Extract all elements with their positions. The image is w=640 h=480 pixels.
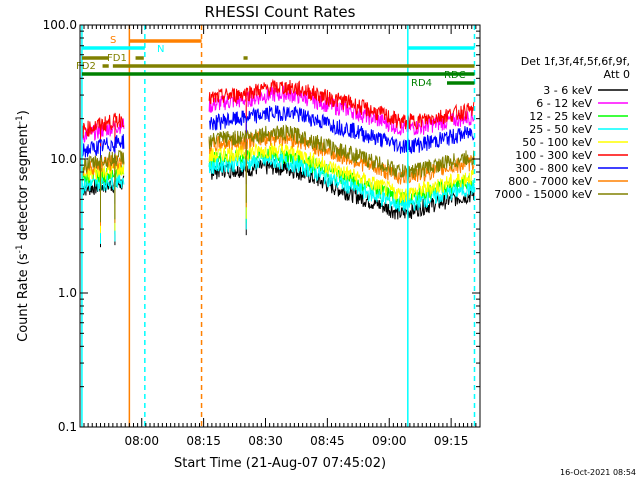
x-tick-label: 08:45 bbox=[310, 434, 345, 448]
x-axis: 08:00 08:15 08:30 08:45 09:00 09:15 bbox=[83, 25, 481, 448]
state-bar-label: RDC bbox=[444, 70, 466, 81]
plot-frame bbox=[79, 24, 481, 428]
legend-entry-label: 50 - 100 keV bbox=[522, 136, 592, 149]
series-trace bbox=[208, 142, 475, 204]
y-axis: 0.1 1.0 10.0 100.0 bbox=[43, 18, 480, 434]
series-trace bbox=[208, 152, 475, 213]
timestamp: 16-Oct-2021 08:54 bbox=[560, 468, 636, 477]
legend-title-1: Det 1f,3f,4f,5f,6f,9f, bbox=[521, 55, 630, 68]
series-trace bbox=[82, 172, 125, 196]
state-bar-label: N bbox=[157, 44, 164, 55]
legend-entry-label: 6 - 12 keV bbox=[536, 97, 592, 110]
legend-entry-label: 3 - 6 keV bbox=[543, 84, 592, 97]
state-bar-label: S bbox=[110, 35, 116, 46]
legend-entry-label: 12 - 25 keV bbox=[529, 110, 592, 123]
chart-title: RHESSI Count Rates bbox=[205, 3, 356, 21]
series-trace bbox=[208, 105, 475, 154]
x-tick-label: 09:00 bbox=[372, 434, 407, 448]
x-tick-label: 08:30 bbox=[248, 434, 283, 448]
legend-entry-label: 100 - 300 keV bbox=[515, 149, 592, 162]
series-trace bbox=[82, 161, 125, 181]
legend-entry-label: 800 - 7000 keV bbox=[508, 175, 592, 188]
legend-title-2: Att 0 bbox=[604, 68, 630, 81]
y-tick-label: 10.0 bbox=[50, 152, 77, 166]
x-tick-label: 08:15 bbox=[186, 434, 221, 448]
data-layer bbox=[82, 78, 475, 248]
y-tick-label: 0.1 bbox=[58, 420, 77, 434]
y-tick-label: 100.0 bbox=[43, 18, 77, 32]
legend-entry-label: 25 - 50 keV bbox=[529, 123, 592, 136]
series-trace bbox=[208, 78, 475, 130]
legend-entry-label: 7000 - 15000 keV bbox=[494, 188, 592, 201]
x-tick-label: 08:00 bbox=[124, 434, 159, 448]
y-axis-label: Count Rate (s-1 detector segment-1) bbox=[15, 110, 31, 342]
x-axis-label: Start Time (21-Aug-07 07:45:02) bbox=[174, 456, 386, 471]
marker-layer: S N FD1 FD2 RD4 RDC bbox=[76, 25, 476, 427]
state-bar-label: RD4 bbox=[411, 78, 432, 89]
legend-entry-label: 300 - 800 keV bbox=[515, 162, 592, 175]
state-bar-label: FD1 bbox=[107, 53, 127, 64]
x-tick-label: 09:15 bbox=[434, 434, 469, 448]
series-trace bbox=[82, 134, 125, 158]
series-trace bbox=[82, 112, 125, 138]
state-bar-label: FD2 bbox=[76, 61, 96, 72]
series-trace bbox=[208, 124, 475, 179]
y-tick-label: 1.0 bbox=[58, 286, 77, 300]
series-trace bbox=[82, 149, 125, 173]
